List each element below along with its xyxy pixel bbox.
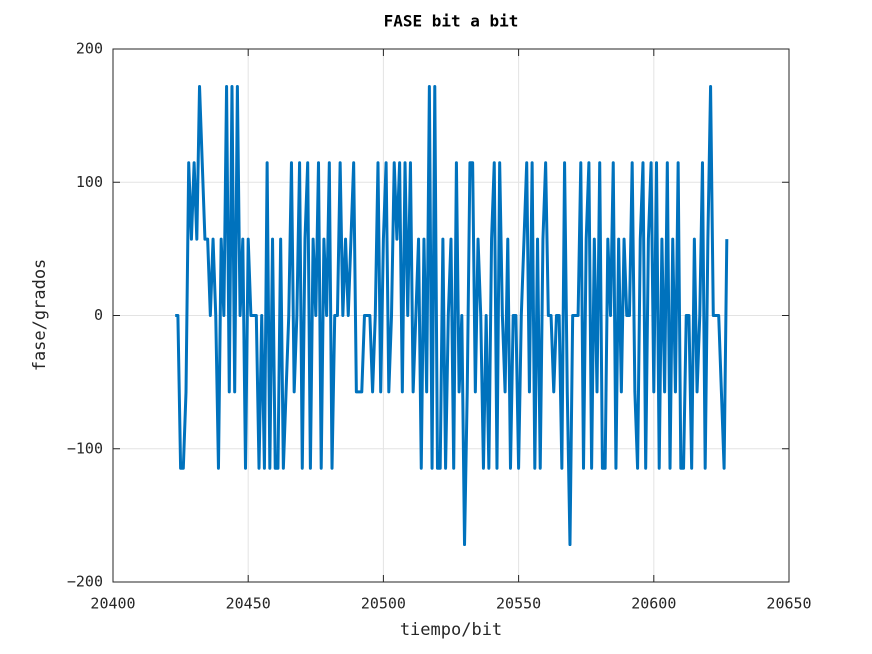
- y-tick-label: −100: [67, 439, 103, 457]
- y-tick-label: 100: [76, 173, 103, 191]
- data-layer: [175, 84, 729, 547]
- x-tick-label: 20600: [631, 595, 676, 613]
- x-tick-label: 20550: [496, 595, 541, 613]
- data-line: [175, 84, 729, 547]
- x-tick-label: 20500: [361, 595, 406, 613]
- y-tick-label: 200: [76, 40, 103, 58]
- x-tick-label: 20400: [90, 595, 135, 613]
- y-tick-label: 0: [94, 306, 103, 324]
- chart-title: FASE bit a bit: [384, 12, 519, 31]
- x-axis-label: tiempo/bit: [400, 620, 502, 640]
- y-axis-label: fase/grados: [30, 259, 50, 372]
- x-tick-label: 20650: [766, 595, 811, 613]
- y-tick-label: −200: [67, 573, 103, 591]
- x-tick-label: 20450: [226, 595, 271, 613]
